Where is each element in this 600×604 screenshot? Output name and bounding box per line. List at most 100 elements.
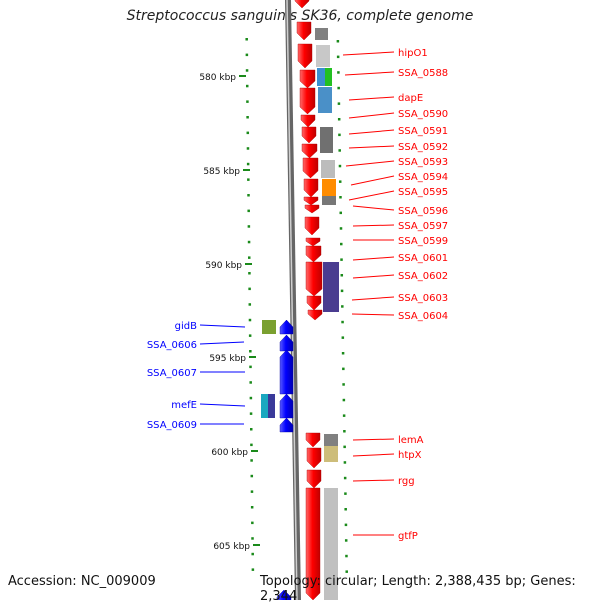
- gene-leader-line: [348, 190, 395, 201]
- forward-gene-arrow: [307, 309, 323, 321]
- cog-category-box: [322, 179, 336, 196]
- track-tick: [249, 350, 252, 353]
- gene-label-ssa_0593: SSA_0593: [398, 157, 448, 168]
- track-tick: [249, 365, 252, 369]
- forward-gene-arrow: [301, 143, 318, 159]
- track-tick: [249, 381, 252, 384]
- reverse-gene-arrow: [279, 417, 294, 433]
- gene-leader-line: [342, 51, 395, 56]
- gene-label-ssa_0597: SSA_0597: [398, 221, 448, 232]
- track-tick: [246, 100, 249, 103]
- forward-gene-arrow: [296, 21, 312, 41]
- forward-gene-arrow: [305, 245, 322, 263]
- gene-label-lema: lemA: [398, 435, 424, 446]
- track-tick: [250, 506, 254, 509]
- gene-leader-line: [348, 145, 395, 149]
- track-tick: [248, 318, 252, 322]
- track-tick: [250, 443, 253, 447]
- scale-label: 595 kbp: [209, 354, 246, 364]
- track-tick: [343, 476, 347, 480]
- gene-label-ssa_0609: SSA_0609: [147, 420, 197, 431]
- cog-category-box: [261, 394, 268, 418]
- track-tick: [247, 178, 250, 181]
- track-tick: [342, 414, 346, 417]
- reverse-gene-arrow: [276, 589, 292, 600]
- forward-gene-arrow: [306, 447, 322, 469]
- gene-leader-line: [344, 71, 395, 76]
- scale-label: 585 kbp: [203, 167, 240, 177]
- cog-category-box: [321, 160, 335, 178]
- gene-label-ssa_0592: SSA_0592: [398, 142, 448, 153]
- cog-category-box: [317, 68, 325, 86]
- track-tick: [245, 38, 248, 41]
- track-tick: [337, 86, 340, 90]
- track-tick: [249, 396, 253, 400]
- track-tick: [247, 240, 251, 244]
- track-tick: [344, 508, 347, 511]
- scale-label: 580 kbp: [199, 73, 236, 83]
- track-tick: [246, 162, 250, 166]
- gene-label-gidb: gidB: [175, 321, 197, 332]
- gene-label-htpx: htpX: [398, 450, 422, 461]
- gene-leader-line: [352, 205, 395, 211]
- gene-label-rgg: rgg: [398, 476, 415, 487]
- track-tick: [345, 554, 348, 558]
- track-tick: [339, 196, 342, 199]
- cog-category-box: [320, 127, 333, 153]
- forward-gene-arrow: [304, 216, 320, 236]
- track-tick: [245, 53, 249, 57]
- forward-gene-arrow: [305, 237, 321, 247]
- track-tick: [338, 164, 342, 168]
- track-tick: [342, 367, 345, 371]
- track-tick: [339, 211, 342, 215]
- gene-label-hipo1: hipO1: [398, 48, 428, 59]
- forward-gene-arrow: [305, 261, 323, 297]
- gene-leader-line: [345, 160, 395, 167]
- track-tick: [336, 40, 340, 43]
- track-tick: [246, 147, 250, 150]
- gene-leader-line: [352, 479, 395, 482]
- track-tick: [341, 352, 345, 355]
- track-tick: [248, 334, 252, 337]
- gene-leader-line: [348, 129, 395, 135]
- gene-label-ssa_0588: SSA_0588: [398, 68, 448, 79]
- reverse-gene-arrow: [279, 319, 294, 335]
- gene-label-ssa_0601: SSA_0601: [398, 253, 448, 264]
- track-tick: [340, 289, 344, 293]
- track-tick: [340, 274, 344, 277]
- forward-gene-arrow: [297, 43, 313, 69]
- track-tick: [247, 225, 251, 228]
- gene-leader-line: [351, 296, 395, 301]
- gene-label-dape: dapE: [398, 93, 423, 104]
- cog-category-box: [325, 68, 332, 86]
- track-tick: [344, 492, 347, 495]
- gene-label-gtfp: gtfP: [398, 531, 418, 542]
- scale-label: 590 kbp: [205, 261, 242, 271]
- gene-leader-line: [199, 341, 245, 345]
- track-tick: [340, 242, 343, 246]
- track-tick: [248, 287, 251, 291]
- cog-category-box: [315, 28, 328, 40]
- track-tick: [341, 320, 344, 324]
- genome-backbone: [285, 0, 301, 600]
- track-tick: [249, 412, 253, 415]
- genome-title: Streptococcus sanguinis SK36, complete g…: [126, 8, 474, 24]
- track-tick: [336, 55, 340, 59]
- forward-gene-arrow: [306, 295, 322, 311]
- track-tick: [250, 474, 254, 478]
- track-tick: [245, 69, 249, 72]
- track-tick: [337, 71, 340, 74]
- track-tick: [343, 461, 347, 464]
- cog-category-box: [324, 446, 338, 462]
- gene-leader-line: [352, 453, 395, 457]
- accession-text: Accession: NC_009009: [8, 574, 156, 589]
- track-tick: [341, 336, 345, 339]
- gene-label-ssa_0591: SSA_0591: [398, 126, 448, 137]
- scale-label: 605 kbp: [213, 542, 250, 552]
- cog-category-box: [324, 488, 338, 600]
- gene-leader-line: [199, 324, 246, 328]
- gene-label-ssa_0606: SSA_0606: [147, 340, 197, 351]
- track-tick: [251, 552, 254, 556]
- forward-gene-arrow: [301, 126, 317, 144]
- track-tick: [344, 539, 348, 542]
